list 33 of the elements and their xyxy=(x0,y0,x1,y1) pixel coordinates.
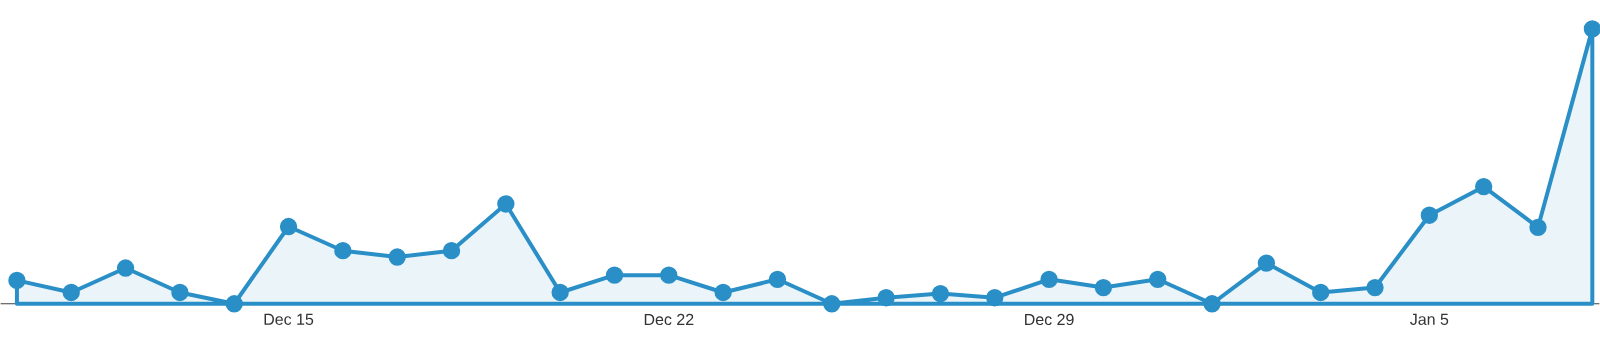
x-tick-label: Jan 5 xyxy=(1410,313,1449,326)
point xyxy=(334,242,352,260)
point xyxy=(1529,218,1547,237)
point xyxy=(225,295,243,313)
point xyxy=(877,289,895,307)
point xyxy=(1149,270,1167,289)
point xyxy=(1312,283,1330,302)
point xyxy=(116,259,135,277)
x-tick-label: Dec 29 xyxy=(1025,313,1074,326)
point xyxy=(1040,270,1058,289)
x-tick-label: Dec 22 xyxy=(644,313,694,326)
point xyxy=(171,283,189,302)
point xyxy=(1203,295,1221,313)
x-tick-label: Dec 15 xyxy=(264,313,314,326)
point xyxy=(768,270,787,289)
point xyxy=(1366,279,1384,297)
point xyxy=(62,283,80,302)
point xyxy=(442,242,461,260)
point xyxy=(660,266,678,284)
point xyxy=(823,295,841,313)
point xyxy=(1475,178,1493,196)
point xyxy=(605,266,624,284)
point xyxy=(1257,254,1276,272)
point xyxy=(8,271,26,290)
point xyxy=(986,289,1004,307)
point xyxy=(714,283,732,302)
point xyxy=(1420,206,1439,225)
point xyxy=(279,217,298,236)
point xyxy=(388,248,406,266)
point xyxy=(497,195,515,213)
point xyxy=(1094,279,1113,297)
point xyxy=(551,283,569,302)
point xyxy=(931,285,950,303)
